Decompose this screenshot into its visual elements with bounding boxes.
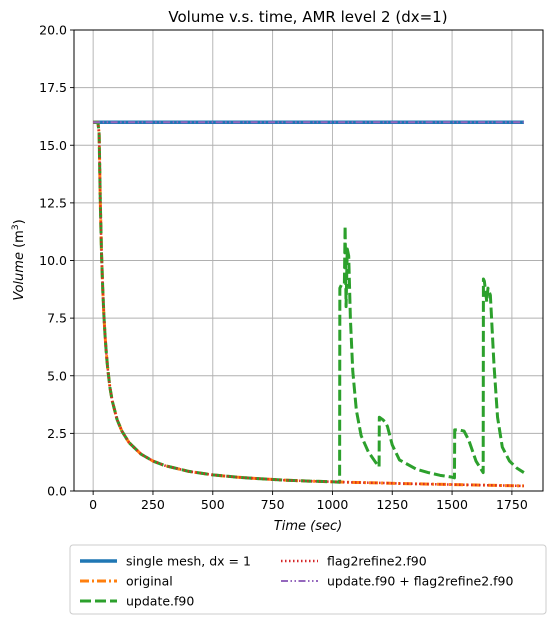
- series-line-1: [93, 120, 524, 488]
- x-tick-label-7: 1750: [496, 497, 528, 512]
- series-line-2: [93, 120, 525, 484]
- legend-label-3: flag2refine2.f90: [327, 554, 427, 569]
- y-tick-label-8: 20.0: [39, 23, 67, 38]
- chart-title: Volume v.s. time, AMR level 2 (dx=1): [168, 8, 447, 26]
- legend-label-2: update.f90: [126, 594, 194, 609]
- y-tick-label-3: 7.5: [47, 311, 67, 326]
- y-tick-label-5: 12.5: [39, 195, 67, 210]
- legend-box: [69, 544, 547, 615]
- legend-label-0: single mesh, dx = 1: [126, 554, 251, 569]
- y-tick-label-1: 2.5: [47, 426, 67, 441]
- x-axis: 0 250 500 750 1000 1250 1500 1750: [89, 491, 528, 512]
- x-axis-label: Time (sec): [274, 519, 342, 534]
- x-tick-label-1: 250: [141, 497, 165, 512]
- x-tick-label-4: 1000: [317, 497, 349, 512]
- y-tick-label-7: 17.5: [39, 80, 67, 95]
- legend-label-1: original: [126, 574, 173, 589]
- plot-series: [93, 120, 525, 488]
- y-tick-label-6: 15.0: [39, 138, 67, 153]
- x-tick-label-0: 0: [89, 497, 97, 512]
- y-tick-label-4: 10.0: [39, 253, 67, 268]
- legend: single mesh, dx = 1 original update.f90 fla…: [69, 544, 547, 615]
- x-tick-label-6: 1500: [436, 497, 468, 512]
- x-tick-label-3: 750: [261, 497, 285, 512]
- y-tick-label-2: 5.0: [47, 368, 67, 383]
- y-axis: 0.0 2.5 5.0 7.5 10.0 12.5 15.0 17.5 20.0: [39, 23, 74, 499]
- x-tick-label-5: 1250: [376, 497, 408, 512]
- y-tick-label-0: 0.0: [47, 484, 67, 499]
- series-line-3: [93, 120, 524, 488]
- y-axis-label: Volume (m3): [11, 219, 27, 300]
- x-tick-label-2: 500: [201, 497, 225, 512]
- legend-label-4: update.f90 + flag2refine2.f90: [327, 574, 513, 589]
